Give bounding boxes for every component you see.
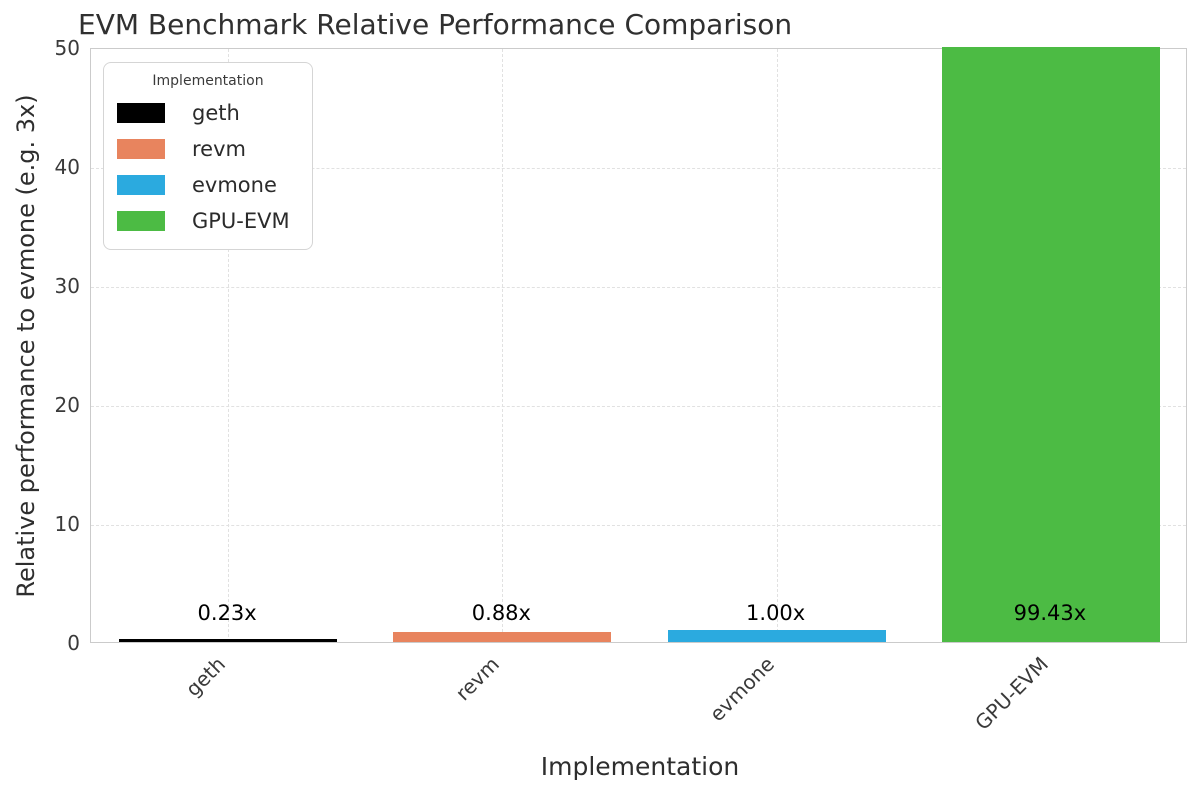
h-gridline [91,168,1186,169]
x-tick-label-revm: revm [451,652,505,706]
bar-value-label-evmone: 1.00x [746,601,806,625]
legend-label: GPU-EVM [192,209,290,233]
legend-item-geth: geth [104,95,312,131]
y-tick-label: 40 [54,155,80,179]
legend: Implementation geth revm evmone GPU-EVM [103,62,313,250]
y-tick-label: 20 [54,393,80,417]
bar-geth [119,639,337,642]
plot-area [90,47,1187,643]
legend-swatch-geth [117,103,165,123]
legend-label: geth [192,101,240,125]
y-tick-label: 30 [54,274,80,298]
legend-title: Implementation [152,73,264,89]
y-tick-label: 10 [54,512,80,536]
bar-revm [393,632,611,642]
legend-swatch-gpu-evm [117,211,165,231]
legend-label: revm [192,137,246,161]
x-axis-label: Implementation [540,752,740,781]
legend-swatch-evmone [117,175,165,195]
h-gridline [91,525,1186,526]
bar-value-label-revm: 0.88x [471,601,531,625]
bar-evmone [668,630,886,642]
chart-title: EVM Benchmark Relative Performance Compa… [78,8,793,41]
legend-item-evmone: evmone [104,167,312,203]
v-gridline [502,49,504,642]
legend-label: evmone [192,173,277,197]
bar-value-label-GPU-EVM: 99.43x [1013,601,1087,625]
bar-GPU-EVM [942,47,1160,642]
h-gridline [91,406,1186,407]
v-gridline [776,49,778,642]
h-gridline [91,287,1186,288]
x-tick-label-geth: geth [180,652,231,702]
bar-value-label-geth: 0.23x [197,601,257,625]
x-tick-label-GPU-EVM: GPU-EVM [970,652,1053,735]
v-gridline [228,49,230,642]
legend-item-revm: revm [104,131,312,167]
y-tick-label: 50 [54,36,80,60]
legend-item-gpu-evm: GPU-EVM [104,203,312,239]
y-tick-label: 0 [67,631,80,655]
legend-swatch-revm [117,139,165,159]
